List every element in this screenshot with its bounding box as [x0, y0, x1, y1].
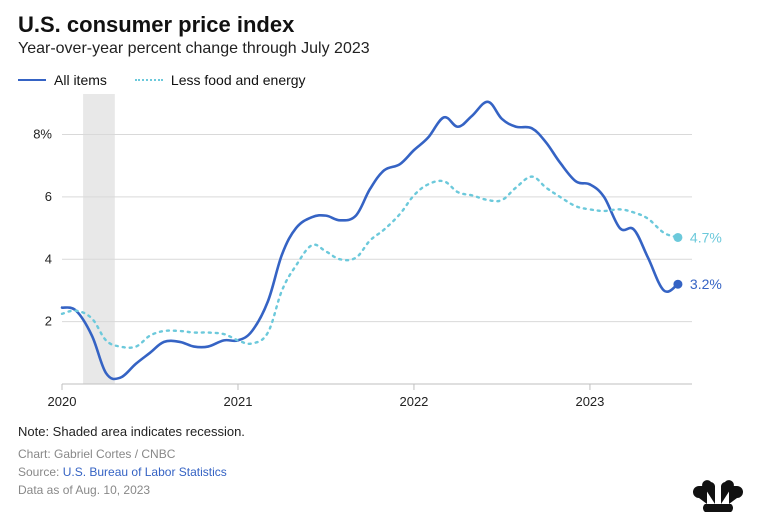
cnbc-logo [689, 480, 747, 519]
legend-label: All items [54, 72, 107, 88]
y-tick-label: 6 [45, 189, 52, 204]
legend-item-core: Less food and energy [135, 72, 306, 88]
chart-area: 2 4 6 8% 2020 2021 2022 2023 3.2% 4.7% [18, 94, 747, 414]
x-tick-label: 2022 [399, 394, 428, 409]
x-tick-label: 2023 [575, 394, 604, 409]
legend-item-all-items: All items [18, 72, 107, 88]
chart-credits: Chart: Gabriel Cortes / CNBC Source: U.S… [18, 445, 747, 499]
recession-band [83, 94, 115, 384]
y-tick-label: 8% [33, 127, 52, 142]
legend-swatch-solid [18, 79, 46, 81]
end-label: 4.7% [690, 229, 722, 245]
end-marker [673, 280, 682, 289]
x-tick-label: 2020 [48, 394, 77, 409]
series-line [62, 102, 678, 379]
source-link[interactable]: U.S. Bureau of Labor Statistics [63, 465, 227, 479]
legend: All items Less food and energy [18, 72, 747, 88]
chart-note: Note: Shaded area indicates recession. [18, 424, 747, 439]
end-label: 3.2% [690, 276, 722, 292]
credit-source: Source: U.S. Bureau of Labor Statistics [18, 463, 747, 481]
x-tick-label: 2021 [224, 394, 253, 409]
line-chart-svg: 2 4 6 8% 2020 2021 2022 2023 3.2% 4.7% [18, 94, 747, 414]
chart-subtitle: Year-over-year percent change through Ju… [18, 40, 747, 58]
end-marker [673, 233, 682, 242]
legend-label: Less food and energy [171, 72, 306, 88]
credit-date: Data as of Aug. 10, 2023 [18, 481, 747, 499]
credit-chart-by: Chart: Gabriel Cortes / CNBC [18, 445, 747, 463]
chart-title: U.S. consumer price index [18, 12, 747, 38]
legend-swatch-dotted [135, 79, 163, 81]
y-tick-label: 4 [45, 251, 52, 266]
y-tick-label: 2 [45, 314, 52, 329]
